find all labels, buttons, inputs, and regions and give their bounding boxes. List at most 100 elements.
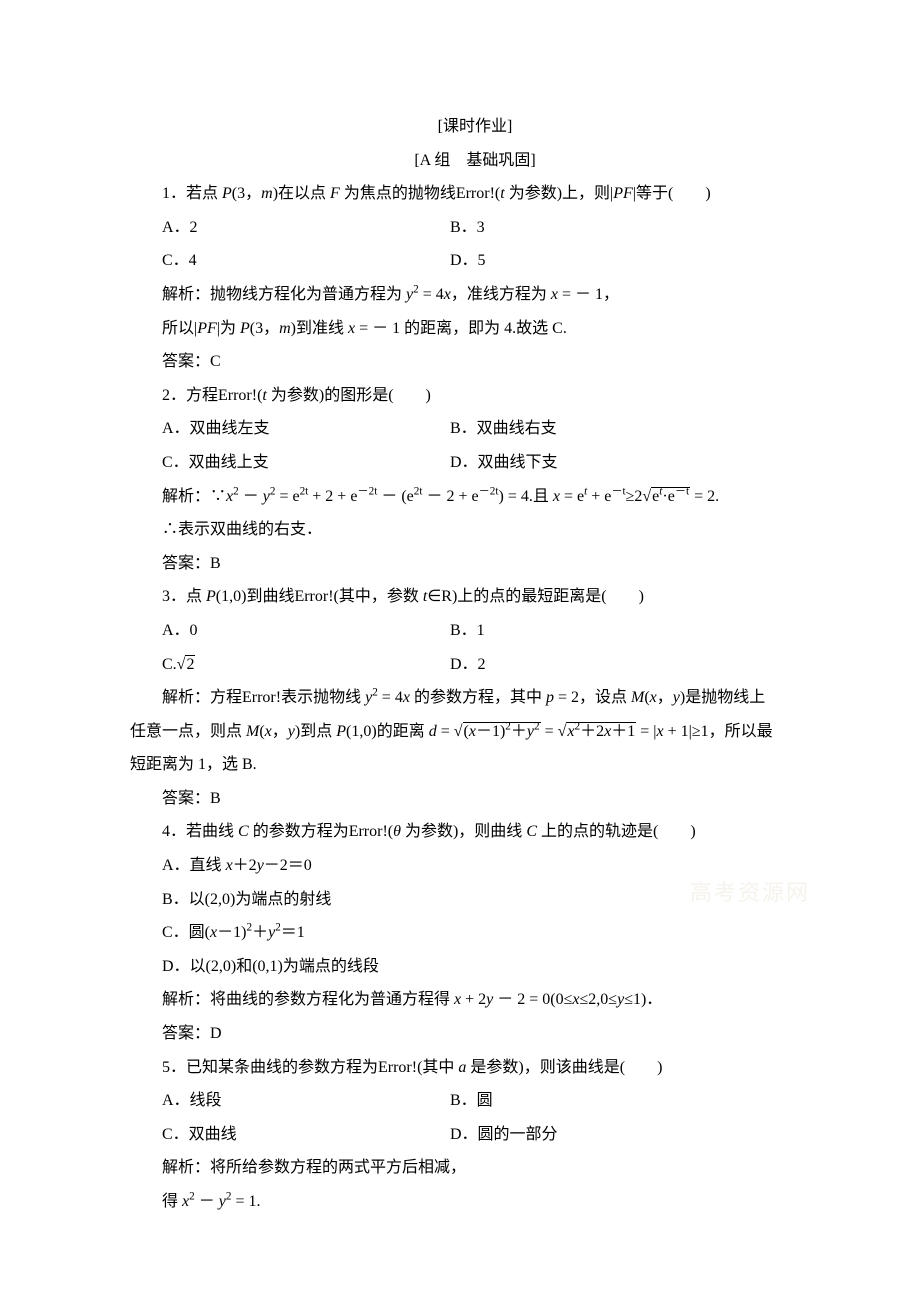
q4-option-c: C．圆(x－1)2＋y2＝1: [130, 916, 820, 950]
q2-explain-1: 解析：∵x2 － y2 = e2t + 2 + e－2t － (e2t － 2 …: [130, 480, 820, 514]
text: (3，: [250, 320, 279, 337]
var-m: M: [631, 689, 644, 706]
q1-answer: 答案：C: [130, 345, 820, 379]
q5-option-a: A．线段: [130, 1084, 450, 1118]
q3-options-row2: C.√2 D．2: [130, 648, 820, 682]
text: 为参数)上，则|: [505, 185, 614, 202]
var-x: x: [657, 723, 664, 740]
q3-explain-1: 解析：方程Error!表示抛物线 y2 = 4x 的参数方程，其中 p = 2，…: [130, 681, 820, 715]
q4-explain: 解析：将曲线的参数方程化为普通方程得 x + 2y － 2 = 0(0≤x≤2,…: [130, 983, 820, 1017]
sqrt-content: 2: [185, 655, 195, 673]
radical-icon: √: [642, 488, 651, 505]
var-y: y: [219, 1193, 226, 1210]
text: 是参数)，则该曲线是( ): [466, 1059, 662, 1076]
header-title-2: [A 组 基础巩固]: [130, 144, 820, 178]
var-m: m: [261, 185, 273, 202]
text: + 2 + e: [308, 488, 357, 505]
text: A．直线: [162, 857, 226, 874]
q3-answer: 答案：B: [130, 782, 820, 816]
var-y: y: [673, 689, 680, 706]
text: )到准线: [291, 320, 348, 337]
text: = － 1 的距离，即为 4.故选 C.: [355, 320, 567, 337]
var-x: x: [444, 286, 451, 303]
q1-options-row1: A．2 B．3: [130, 211, 820, 245]
text: 5．已知某条曲线的参数方程为Error!(其中: [162, 1059, 458, 1076]
text: 为参数)的图形是( ): [267, 387, 431, 404]
q1-options-row2: C．4 D．5: [130, 244, 820, 278]
q4-option-d: D．以(2,0)和(0,1)为端点的线段: [130, 950, 820, 984]
q4-answer: 答案：D: [130, 1017, 820, 1051]
text: 3．点: [162, 588, 206, 605]
q2-stem: 2．方程Error!(t 为参数)的图形是( ): [130, 379, 820, 413]
sup: －t: [611, 485, 625, 497]
var-pf: PF: [197, 320, 217, 337]
text: C．圆(: [162, 924, 210, 941]
q1-stem: 1．若点 P(3，m)在以点 F 为焦点的抛物线Error!(t 为参数)上，则…: [130, 177, 820, 211]
text: ) = 4.且: [498, 488, 552, 505]
var-x: x: [551, 286, 558, 303]
q2-explain-2: ∴表示双曲线的右支．: [130, 513, 820, 547]
text: 的参数方程，其中: [410, 689, 546, 706]
sqrt-content: (x－1)2＋y2: [463, 722, 541, 740]
text: + 2: [461, 991, 486, 1008]
q3-stem: 3．点 P(1,0)到曲线Error!(其中，参数 t∈R)上的点的最短距离是(…: [130, 580, 820, 614]
var-p: P: [222, 185, 232, 202]
text: 1．若点: [162, 185, 222, 202]
q5-option-d: D．圆的一部分: [450, 1118, 820, 1152]
text: |为: [217, 320, 240, 337]
text: ＋2: [233, 857, 257, 874]
var-pf: PF: [613, 185, 633, 202]
text: －2＝0: [264, 857, 312, 874]
text: ≥2: [626, 488, 643, 505]
q2-option-b: B．双曲线右支: [450, 412, 820, 446]
q5-options-row1: A．线段 B．圆: [130, 1084, 820, 1118]
text: ≤2,0≤: [580, 991, 618, 1008]
var-p: P: [336, 723, 346, 740]
var-c: C: [526, 823, 537, 840]
text: 2．方程Error!(: [162, 387, 262, 404]
q4-stem: 4．若曲线 C 的参数方程为Error!(θ 为参数)，则曲线 C 上的点的轨迹…: [130, 815, 820, 849]
text: 任意一点，则点: [130, 723, 246, 740]
text: 为参数)，则曲线: [401, 823, 526, 840]
q2-option-d: D．双曲线下支: [450, 446, 820, 480]
q1-option-d: D．5: [450, 244, 820, 278]
radical-icon: √: [454, 723, 463, 740]
text: = 1.: [231, 1193, 260, 1210]
var-p: P: [240, 320, 250, 337]
q4-option-a: A．直线 x＋2y－2＝0: [130, 849, 820, 883]
sqrt-content: et·e－t: [651, 487, 690, 505]
q3-option-a: A．0: [130, 614, 450, 648]
sup: －2t: [479, 485, 499, 497]
var-m: m: [279, 320, 291, 337]
var-x: x: [650, 689, 657, 706]
text: 的参数方程为Error!(: [249, 823, 393, 840]
text: －: [195, 1193, 219, 1210]
q5-option-b: B．圆: [450, 1084, 820, 1118]
text: = 4: [419, 286, 444, 303]
header-title-1: [课时作业]: [130, 110, 820, 144]
text: －: [239, 488, 263, 505]
text: + e: [587, 488, 611, 505]
text: 解析：∵: [162, 488, 226, 505]
text: － 2 + e: [422, 488, 478, 505]
q2-options-row1: A．双曲线左支 B．双曲线右支: [130, 412, 820, 446]
text: 解析：将曲线的参数方程化为普通方程得: [162, 991, 454, 1008]
sqrt-content: x2＋2x＋1: [566, 722, 636, 740]
text: 上的点的轨迹是( ): [537, 823, 696, 840]
text: － 2 = 0(0≤: [493, 991, 572, 1008]
text: (1,0)到曲线Error!(其中，参数: [216, 588, 423, 605]
text: ，: [657, 689, 673, 706]
var-x: x: [226, 857, 233, 874]
text: ∈R)上的点的最短距离是( ): [427, 588, 644, 605]
var-x: x: [553, 488, 560, 505]
q2-answer: 答案：B: [130, 547, 820, 581]
var-x: x: [403, 689, 410, 706]
text: = e: [275, 488, 299, 505]
q3-option-d: D．2: [450, 648, 820, 682]
q2-options-row2: C．双曲线上支 D．双曲线下支: [130, 446, 820, 480]
sup: 2t: [300, 485, 309, 497]
q3-option-c: C.√2: [130, 648, 450, 682]
text: |等于( ): [633, 185, 711, 202]
text: = |: [636, 723, 656, 740]
q1-explain-2: 所以|PF|为 P(3，m)到准线 x = － 1 的距离，即为 4.故选 C.: [130, 312, 820, 346]
